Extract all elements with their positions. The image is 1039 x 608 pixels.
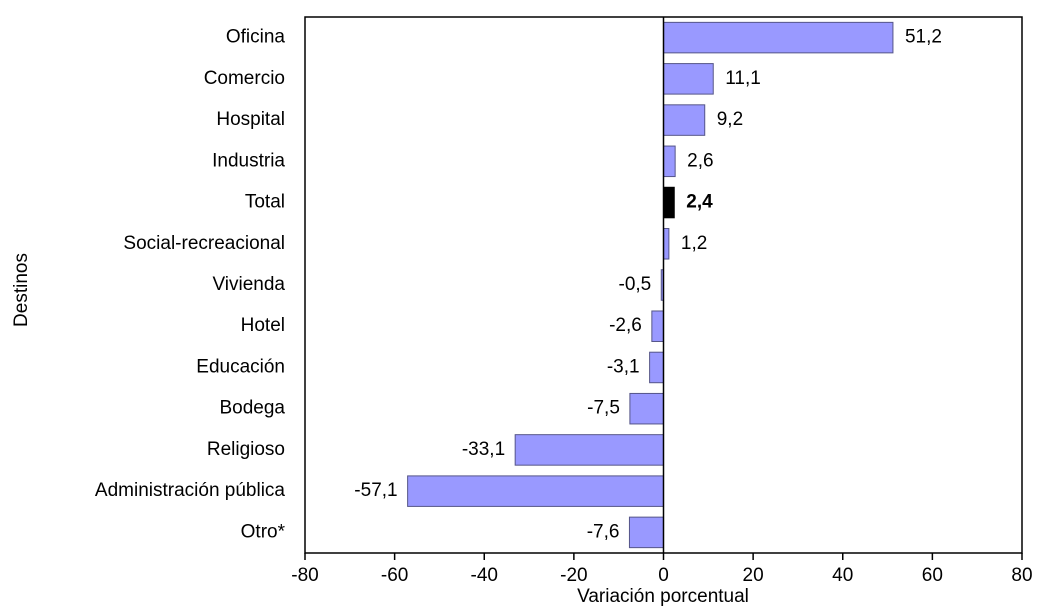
bar	[629, 392, 664, 425]
y-tick-label: Comercio	[204, 68, 285, 89]
y-tick-label: Hotel	[241, 315, 285, 336]
value-label: 9,2	[717, 109, 743, 130]
bar	[649, 351, 665, 384]
value-label: -3,1	[607, 356, 640, 377]
value-label: -2,6	[609, 315, 642, 336]
x-tick-label: -40	[471, 565, 498, 586]
y-tick-label: Educación	[196, 356, 285, 377]
y-tick-label: Oficina	[226, 27, 286, 48]
value-label: -7,5	[587, 398, 620, 419]
value-label: -0,5	[619, 274, 652, 295]
y-tick-label: Social-recreacional	[123, 233, 285, 254]
x-tick-label: 80	[1011, 565, 1032, 586]
y-tick-label: Bodega	[219, 398, 285, 419]
y-tick-label: Otro*	[241, 521, 286, 542]
y-tick-label: Hospital	[216, 109, 285, 130]
bar	[663, 21, 894, 54]
bar	[663, 228, 670, 260]
x-tick-label: -60	[381, 565, 408, 586]
bar	[663, 104, 706, 136]
y-tick-label: Religioso	[207, 439, 285, 460]
bar	[663, 145, 676, 178]
bar	[628, 516, 665, 549]
bar	[514, 434, 665, 466]
bar	[407, 475, 665, 507]
y-axis-label: Destinos	[11, 253, 32, 327]
value-label: -33,1	[462, 439, 505, 460]
y-tick-label: Industria	[212, 150, 285, 171]
value-label: -7,6	[587, 521, 620, 542]
value-label: 1,2	[681, 233, 707, 254]
y-tick-label: Total	[245, 192, 285, 213]
value-label: 11,1	[725, 68, 761, 89]
value-label: 2,4	[686, 192, 713, 213]
x-tick-label: 20	[743, 565, 764, 586]
y-tick-label: Vivienda	[212, 274, 285, 295]
x-axis-label: Variación porcentual	[577, 586, 749, 607]
bar	[663, 63, 714, 95]
x-tick-label: -80	[291, 565, 318, 586]
x-tick-label: -20	[560, 565, 587, 586]
bar	[651, 310, 665, 342]
bar	[663, 186, 675, 219]
value-label: 2,6	[687, 150, 713, 171]
x-tick-label: 40	[832, 565, 853, 586]
value-label: 51,2	[905, 27, 942, 48]
value-label: -57,1	[354, 480, 397, 501]
x-tick-label: 0	[658, 565, 669, 586]
y-tick-label: Administración pública	[95, 480, 286, 501]
x-tick-label: 60	[922, 565, 943, 586]
